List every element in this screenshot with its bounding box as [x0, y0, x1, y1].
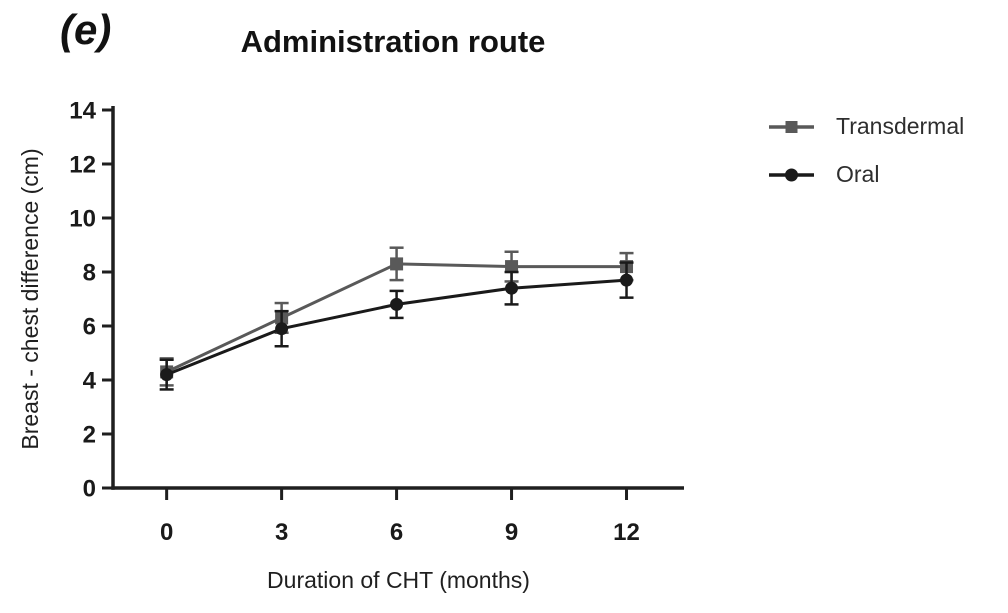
svg-text:6: 6: [390, 519, 403, 546]
legend-item-transdermal: Transdermal: [768, 112, 964, 141]
svg-text:4: 4: [83, 368, 97, 395]
svg-text:0: 0: [83, 476, 96, 503]
svg-text:2: 2: [83, 422, 96, 449]
svg-text:14: 14: [69, 98, 96, 125]
legend-item-oral: Oral: [768, 160, 964, 189]
svg-text:6: 6: [83, 314, 96, 341]
transdermal-square-marker-icon: [769, 120, 814, 133]
chart-title: Administration route: [240, 24, 546, 59]
svg-text:9: 9: [505, 519, 518, 546]
svg-text:12: 12: [613, 519, 640, 546]
svg-text:Duration of CHT (months): Duration of CHT (months): [267, 567, 530, 593]
svg-text:0: 0: [160, 519, 173, 546]
legend: Transdermal Oral: [768, 112, 964, 189]
svg-text:3: 3: [275, 519, 288, 546]
oral-circle-marker-icon: [769, 168, 814, 181]
svg-text:12: 12: [69, 152, 96, 179]
svg-text:Breast - chest difference (cm): Breast - chest difference (cm): [17, 148, 43, 449]
panel-label: (e): [60, 6, 112, 53]
svg-text:10: 10: [69, 206, 96, 233]
svg-text:8: 8: [83, 260, 96, 287]
legend-label-oral: Oral: [836, 161, 880, 187]
legend-label-transdermal: Transdermal: [836, 113, 965, 139]
